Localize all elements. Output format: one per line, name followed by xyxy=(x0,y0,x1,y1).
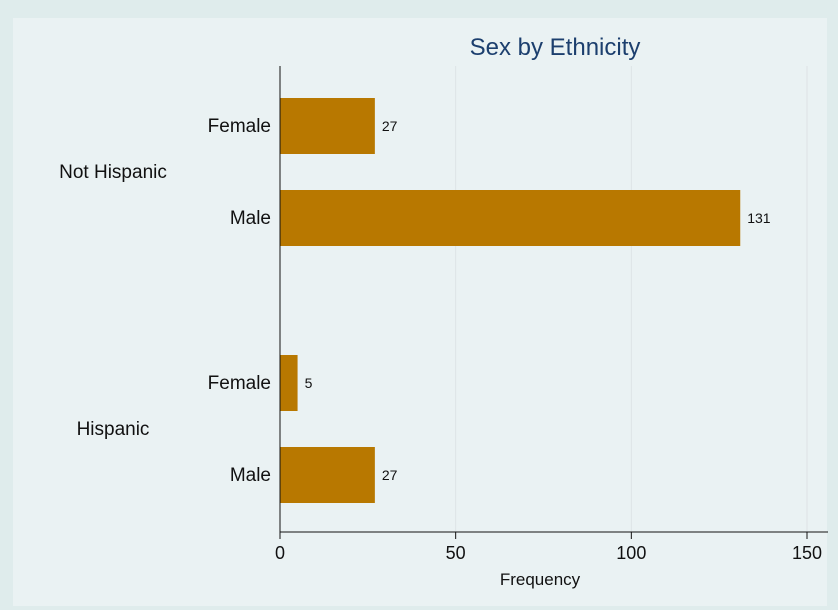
bar xyxy=(280,190,741,246)
x-tick-label: 150 xyxy=(792,543,822,563)
data-label: 131 xyxy=(747,210,771,226)
bar xyxy=(280,98,375,154)
bar xyxy=(280,355,298,411)
data-label: 27 xyxy=(382,467,398,483)
gridlines xyxy=(455,66,808,532)
x-axis-ticks: 0 50 100 150 xyxy=(275,532,822,563)
x-tick-label: 100 xyxy=(616,543,646,563)
data-label: 5 xyxy=(305,375,313,391)
category-label: Male xyxy=(230,465,271,486)
x-tick-label: 50 xyxy=(446,543,466,563)
category-label: Male xyxy=(230,208,271,229)
category-label: Female xyxy=(208,373,271,394)
category-label: Female xyxy=(208,116,271,137)
data-label: 27 xyxy=(382,118,398,134)
bars xyxy=(280,98,741,503)
x-tick-label: 0 xyxy=(275,543,285,563)
chart-title: Sex by Ethnicity xyxy=(470,34,641,61)
plot-panel xyxy=(13,18,827,606)
x-axis-label: Frequency xyxy=(500,570,581,589)
bar xyxy=(280,447,375,503)
group-label: Not Hispanic xyxy=(59,162,167,183)
labels: Female 27 Male 131 Not Hispanic Female 5 Male 27… xyxy=(59,116,771,486)
group-label: Hispanic xyxy=(77,419,150,440)
